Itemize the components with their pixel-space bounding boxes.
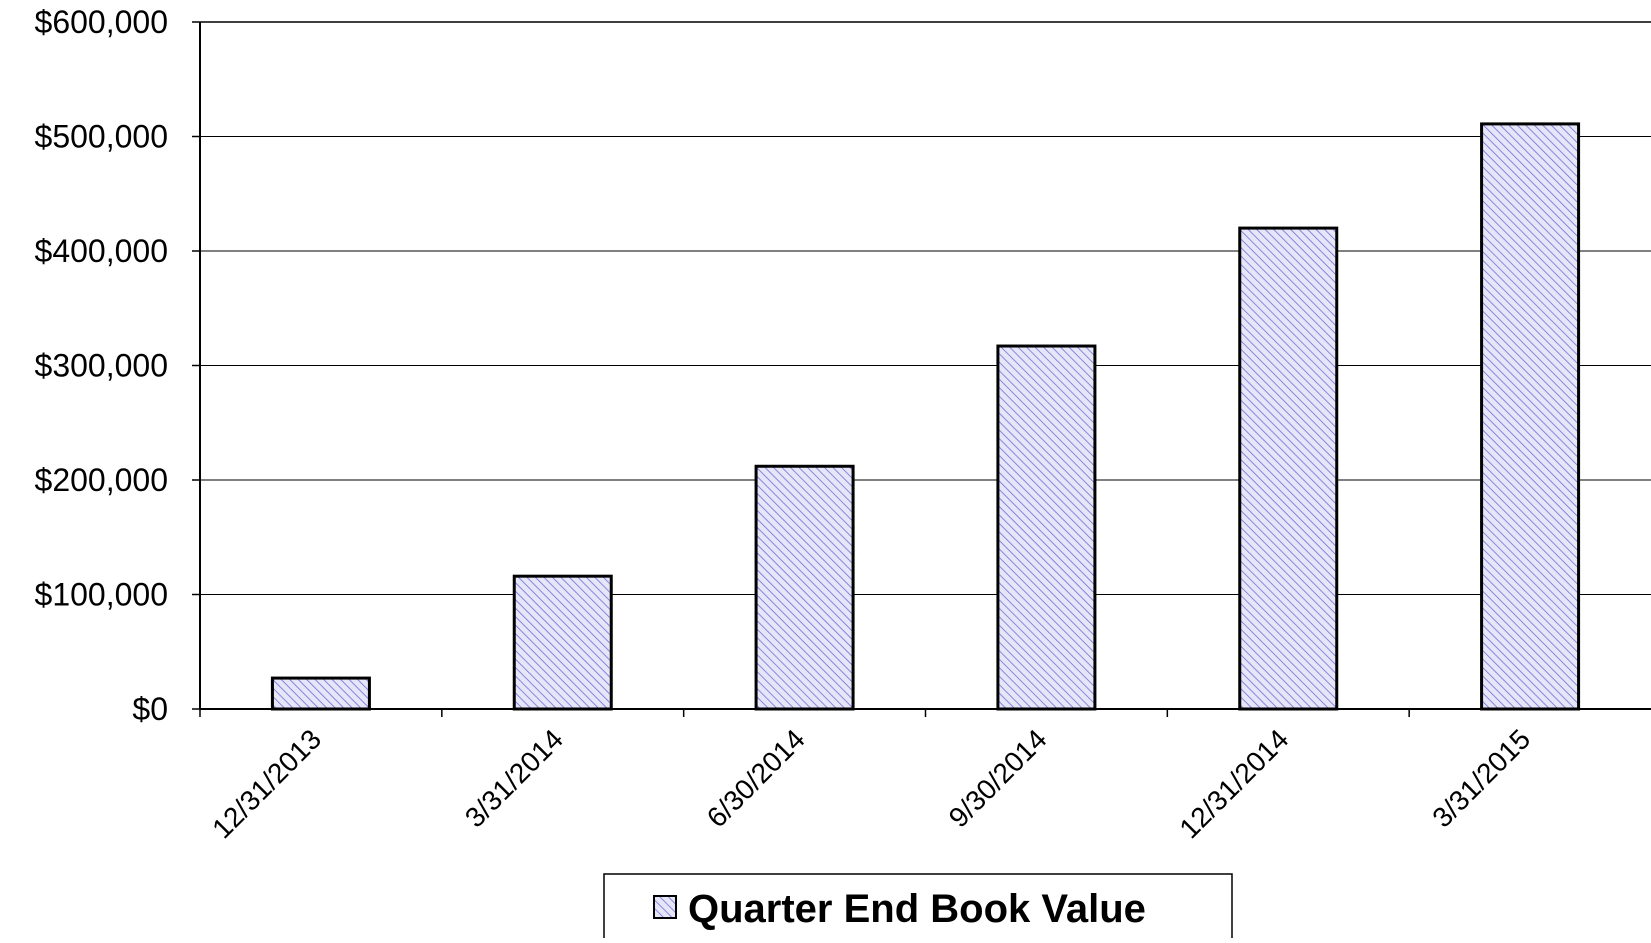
bar-6-30-2014 xyxy=(754,464,855,711)
legend: Quarter End Book Value xyxy=(603,873,1233,943)
x-tick-label: 9/30/2014 xyxy=(943,723,1053,833)
gridlines xyxy=(200,21,1651,595)
bar-3-31-2015 xyxy=(1480,122,1581,711)
bar-12-31-2013 xyxy=(270,676,371,711)
x-tick-label: 6/30/2014 xyxy=(701,723,811,833)
x-tick-label: 12/31/2013 xyxy=(206,723,327,844)
x-tick-labels: 12/31/2013 3/31/2014 6/30/2014 9/30/2014 12/… xyxy=(206,723,1536,844)
bar-3-31-2014 xyxy=(512,574,613,711)
axes xyxy=(192,21,1651,717)
x-tick-label: 12/31/2014 xyxy=(1173,723,1294,844)
y-tick-label: $300,000 xyxy=(35,348,168,384)
x-tick-label: 3/31/2014 xyxy=(459,723,569,833)
y-tick-labels: $0 $100,000 $200,000 $300,000 $400,000 $500,0… xyxy=(35,4,168,727)
bars xyxy=(270,122,1581,711)
y-tick-label: $100,000 xyxy=(35,577,168,613)
y-tick-label: $500,000 xyxy=(35,119,168,155)
bar-12-31-2014 xyxy=(1238,226,1339,711)
legend-box xyxy=(603,873,1233,943)
y-tick-label: $400,000 xyxy=(35,233,168,269)
legend-swatch xyxy=(653,895,677,919)
bar-9-30-2014 xyxy=(996,344,1097,711)
y-tick-label: $0 xyxy=(132,691,168,727)
x-tick-label: 3/31/2015 xyxy=(1426,723,1536,833)
y-tick-label: $600,000 xyxy=(35,4,168,40)
y-tick-label: $200,000 xyxy=(35,462,168,498)
legend-label: Quarter End Book Value xyxy=(688,887,1146,931)
